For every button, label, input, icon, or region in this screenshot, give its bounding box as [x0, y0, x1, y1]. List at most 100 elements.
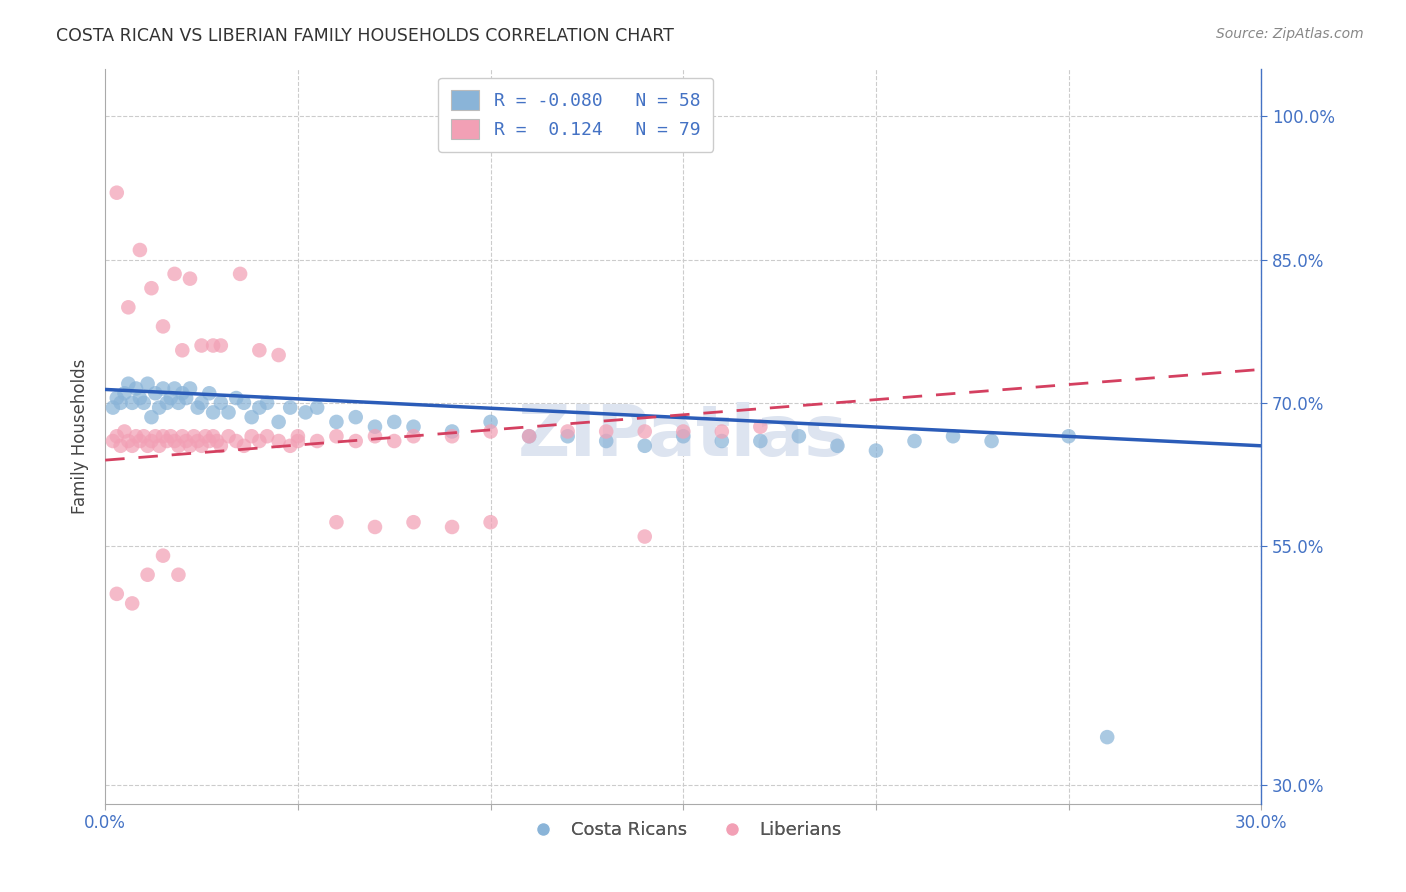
Point — [121, 396, 143, 410]
Point — [1095, 730, 1118, 744]
Point — [179, 382, 201, 396]
Point — [402, 419, 425, 434]
Point — [172, 343, 194, 358]
Point — [256, 396, 278, 410]
Point — [278, 401, 301, 415]
Point — [156, 434, 179, 448]
Point — [159, 429, 181, 443]
Point — [202, 405, 225, 419]
Point — [479, 425, 502, 439]
Point — [194, 429, 217, 443]
Point — [209, 396, 232, 410]
Point — [136, 376, 159, 391]
Point — [136, 439, 159, 453]
Point — [114, 386, 136, 401]
Point — [179, 271, 201, 285]
Point — [209, 439, 232, 453]
Point — [942, 429, 965, 443]
Point — [441, 429, 464, 443]
Point — [172, 429, 194, 443]
Legend: Costa Ricans, Liberians: Costa Ricans, Liberians — [519, 814, 848, 847]
Point — [117, 376, 139, 391]
Point — [233, 396, 256, 410]
Point — [267, 415, 290, 429]
Point — [128, 434, 150, 448]
Point — [117, 434, 139, 448]
Point — [287, 434, 309, 448]
Point — [136, 567, 159, 582]
Point — [364, 419, 387, 434]
Point — [441, 520, 464, 534]
Point — [143, 386, 166, 401]
Text: Source: ZipAtlas.com: Source: ZipAtlas.com — [1216, 27, 1364, 41]
Point — [307, 401, 329, 415]
Point — [121, 596, 143, 610]
Point — [247, 401, 270, 415]
Point — [307, 434, 329, 448]
Point — [117, 301, 139, 315]
Point — [364, 429, 387, 443]
Point — [364, 520, 387, 534]
Point — [105, 391, 128, 405]
Point — [247, 343, 270, 358]
Point — [152, 319, 174, 334]
Point — [141, 434, 163, 448]
Point — [479, 515, 502, 529]
Point — [827, 439, 849, 453]
Point — [190, 439, 212, 453]
Text: COSTA RICAN VS LIBERIAN FAMILY HOUSEHOLDS CORRELATION CHART: COSTA RICAN VS LIBERIAN FAMILY HOUSEHOLD… — [56, 27, 673, 45]
Point — [174, 391, 197, 405]
Point — [710, 425, 733, 439]
Point — [595, 434, 617, 448]
Point — [190, 338, 212, 352]
Point — [141, 281, 163, 295]
Point — [198, 434, 221, 448]
Point — [247, 434, 270, 448]
Point — [402, 515, 425, 529]
Point — [163, 382, 186, 396]
Point — [325, 515, 347, 529]
Point — [167, 567, 190, 582]
Point — [205, 434, 228, 448]
Point — [143, 429, 166, 443]
Point — [267, 348, 290, 362]
Point — [152, 429, 174, 443]
Point — [101, 434, 124, 448]
Point — [167, 396, 190, 410]
Point — [634, 530, 657, 544]
Point — [402, 429, 425, 443]
Point — [479, 415, 502, 429]
Point — [218, 429, 240, 443]
Point — [167, 439, 190, 453]
Point — [156, 396, 179, 410]
Point — [1057, 429, 1080, 443]
Point — [202, 338, 225, 352]
Point — [174, 434, 197, 448]
Point — [672, 429, 695, 443]
Point — [382, 415, 405, 429]
Point — [128, 243, 150, 257]
Point — [202, 429, 225, 443]
Point — [163, 267, 186, 281]
Point — [105, 587, 128, 601]
Point — [557, 429, 579, 443]
Point — [198, 386, 221, 401]
Point — [382, 434, 405, 448]
Point — [132, 396, 155, 410]
Point — [101, 401, 124, 415]
Y-axis label: Family Households: Family Households — [72, 359, 89, 514]
Point — [209, 338, 232, 352]
Point — [672, 425, 695, 439]
Text: ZIPatlas: ZIPatlas — [519, 401, 848, 471]
Point — [159, 391, 181, 405]
Point — [749, 419, 772, 434]
Point — [163, 434, 186, 448]
Point — [557, 425, 579, 439]
Point — [240, 429, 263, 443]
Point — [325, 429, 347, 443]
Point — [256, 429, 278, 443]
Point — [229, 267, 252, 281]
Point — [865, 443, 887, 458]
Point — [787, 429, 810, 443]
Point — [183, 429, 205, 443]
